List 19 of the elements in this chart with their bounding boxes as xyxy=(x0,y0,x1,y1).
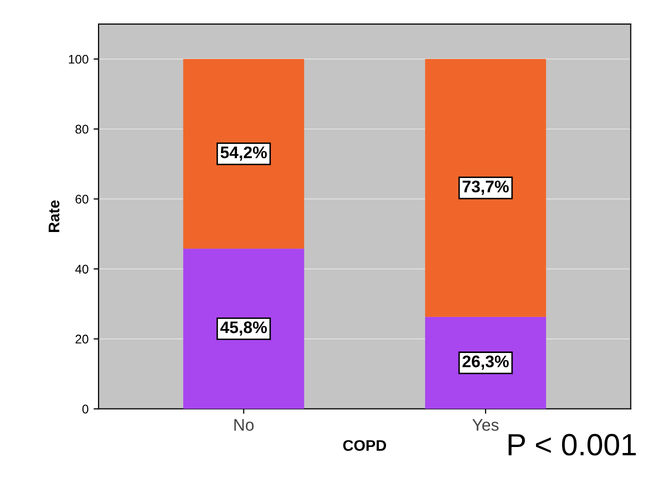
bar xyxy=(425,59,546,317)
data-label: 26,3% xyxy=(462,356,509,370)
y-axis-title: Rate xyxy=(48,200,60,232)
x-tick-label: No xyxy=(234,419,254,431)
y-tick-label: 80 xyxy=(75,124,88,134)
data-label: 45,8% xyxy=(220,321,267,336)
y-tick-label: 20 xyxy=(76,334,88,344)
bar xyxy=(183,248,304,409)
y-tick-label: 100 xyxy=(68,54,88,64)
bar xyxy=(425,316,546,409)
x-tick-label: Yes xyxy=(472,419,499,431)
y-tick-label: 60 xyxy=(76,194,88,204)
bar xyxy=(183,59,304,249)
data-label: 73,7% xyxy=(462,180,509,195)
y-tick-label: 0 xyxy=(82,404,88,414)
data-label: 54,2% xyxy=(220,146,267,161)
text: P < 0.001 xyxy=(508,434,636,456)
x-axis-title: COPD xyxy=(343,440,386,451)
y-tick-label: 40 xyxy=(75,264,88,274)
